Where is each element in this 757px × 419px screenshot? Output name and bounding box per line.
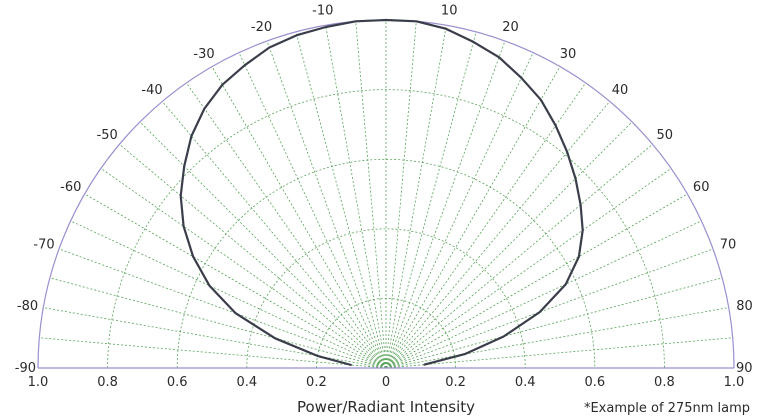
radius-tick-label: 0.8 — [97, 375, 118, 390]
radius-tick-label: 1.0 — [724, 375, 745, 390]
angle-gridline — [385, 40, 506, 369]
curve-point — [182, 225, 185, 228]
angle-tick-label: 70 — [720, 238, 737, 253]
angle-gridline — [58, 248, 387, 369]
angle-tick-label: 50 — [657, 128, 674, 143]
curve-point — [520, 77, 523, 79]
curve-point — [274, 337, 276, 340]
angle-gridline — [385, 337, 733, 369]
curve-point — [498, 56, 500, 59]
angle-gridline — [385, 277, 723, 369]
angle-gridline — [295, 31, 387, 369]
curve-point — [566, 151, 568, 153]
angle-gridline — [385, 21, 417, 369]
radius-tick-labels: 1.0 0.8 0.6 0.4 0.2 0 0.2 0.4 0.6 0.8 1.0 — [28, 375, 745, 390]
curve-point — [325, 26, 327, 28]
curve-point — [203, 107, 206, 110]
curve-point — [208, 284, 211, 287]
curve-point — [296, 34, 298, 36]
angle-tick-label: -40 — [141, 83, 162, 98]
angle-tick-label: -30 — [193, 47, 214, 62]
curve-point — [502, 335, 505, 338]
curve-point — [574, 177, 577, 180]
curve-point — [581, 229, 584, 232]
curve-point — [472, 41, 475, 43]
angle-tick-label: -70 — [33, 238, 54, 253]
angle-tick-label: -20 — [251, 20, 272, 35]
curve-point — [578, 255, 580, 258]
angle-gridline — [385, 66, 561, 369]
curve-point — [192, 255, 194, 258]
curve-point — [579, 203, 582, 206]
angle-gridline — [49, 277, 387, 369]
radius-tick-label: 0 — [382, 375, 390, 390]
curve-point — [268, 46, 271, 49]
radius-tick-label: 0.2 — [445, 375, 466, 390]
curve-point — [350, 364, 353, 366]
angle-gridline — [39, 337, 387, 369]
curve-point — [565, 283, 567, 286]
curve-point — [385, 19, 387, 21]
angle-gridline — [211, 66, 387, 369]
angle-tick-label: -80 — [17, 299, 38, 314]
angle-tick-label: 40 — [612, 83, 629, 98]
curve-point — [415, 20, 418, 23]
angle-tick-label: 80 — [736, 299, 753, 314]
angle-gridline — [385, 31, 477, 369]
angle-tick-labels: -90 -80 -70 -60 -50 -40 -30 -20 -10 10 20 30 40 50 60 7… — [15, 4, 753, 377]
curve-point — [221, 83, 224, 86]
curve-point — [445, 27, 447, 30]
radius-tick-label: 0.6 — [584, 375, 605, 390]
angle-gridline — [70, 220, 387, 369]
angle-gridline — [84, 193, 387, 369]
curve-point — [354, 20, 357, 23]
angle-gridline — [266, 40, 387, 369]
intensity-curve — [179, 18, 584, 367]
radius-tick-label: 0.4 — [236, 375, 257, 390]
curve-point — [540, 99, 542, 101]
radius-gridline — [107, 89, 665, 369]
angle-tick-label: 10 — [441, 4, 458, 19]
angle-tick-label: 60 — [693, 180, 710, 195]
angle-gridline — [385, 220, 702, 369]
angle-tick-label: 90 — [736, 361, 753, 376]
angle-gridline — [385, 193, 688, 369]
radius-gridline — [316, 298, 456, 369]
angle-gridline — [385, 248, 714, 369]
angle-gridline — [325, 25, 387, 369]
angle-tick-label: 20 — [502, 20, 519, 35]
curve-point — [179, 195, 182, 197]
angle-tick-label: 30 — [560, 47, 577, 62]
angle-gridline — [355, 21, 387, 369]
angle-gridline — [385, 52, 534, 369]
curve-point — [183, 165, 185, 167]
curve-point — [190, 135, 193, 137]
angle-tick-label: -60 — [60, 180, 81, 195]
angle-tick-label: -50 — [97, 128, 118, 143]
radius-tick-label: 1.0 — [28, 375, 49, 390]
curve-point — [554, 124, 557, 127]
radius-tick-label: 0.6 — [167, 375, 188, 390]
x-axis-title: Power/Radiant Intensity — [297, 398, 475, 416]
polar-grid — [39, 20, 733, 369]
curve-point — [316, 355, 319, 357]
radius-tick-label: 0.2 — [306, 375, 327, 390]
angle-tick-label: -90 — [15, 361, 36, 376]
angle-gridline — [385, 307, 729, 369]
curve-point — [244, 64, 246, 66]
footnote: *Example of 275nm lamp — [584, 401, 750, 416]
intensity-curve-group — [179, 18, 584, 367]
angle-gridline — [238, 52, 387, 369]
radius-tick-label: 0.4 — [515, 375, 536, 390]
curve-point — [234, 312, 237, 315]
angle-gridline — [385, 25, 447, 369]
radius-tick-label: 0.8 — [654, 375, 675, 390]
curve-point — [464, 353, 466, 355]
angle-tick-label: -10 — [312, 4, 333, 19]
curve-point — [423, 363, 425, 366]
curve-point — [538, 311, 541, 313]
